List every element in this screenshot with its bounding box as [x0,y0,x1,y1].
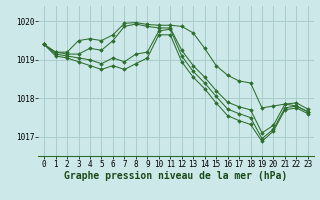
X-axis label: Graphe pression niveau de la mer (hPa): Graphe pression niveau de la mer (hPa) [64,171,288,181]
